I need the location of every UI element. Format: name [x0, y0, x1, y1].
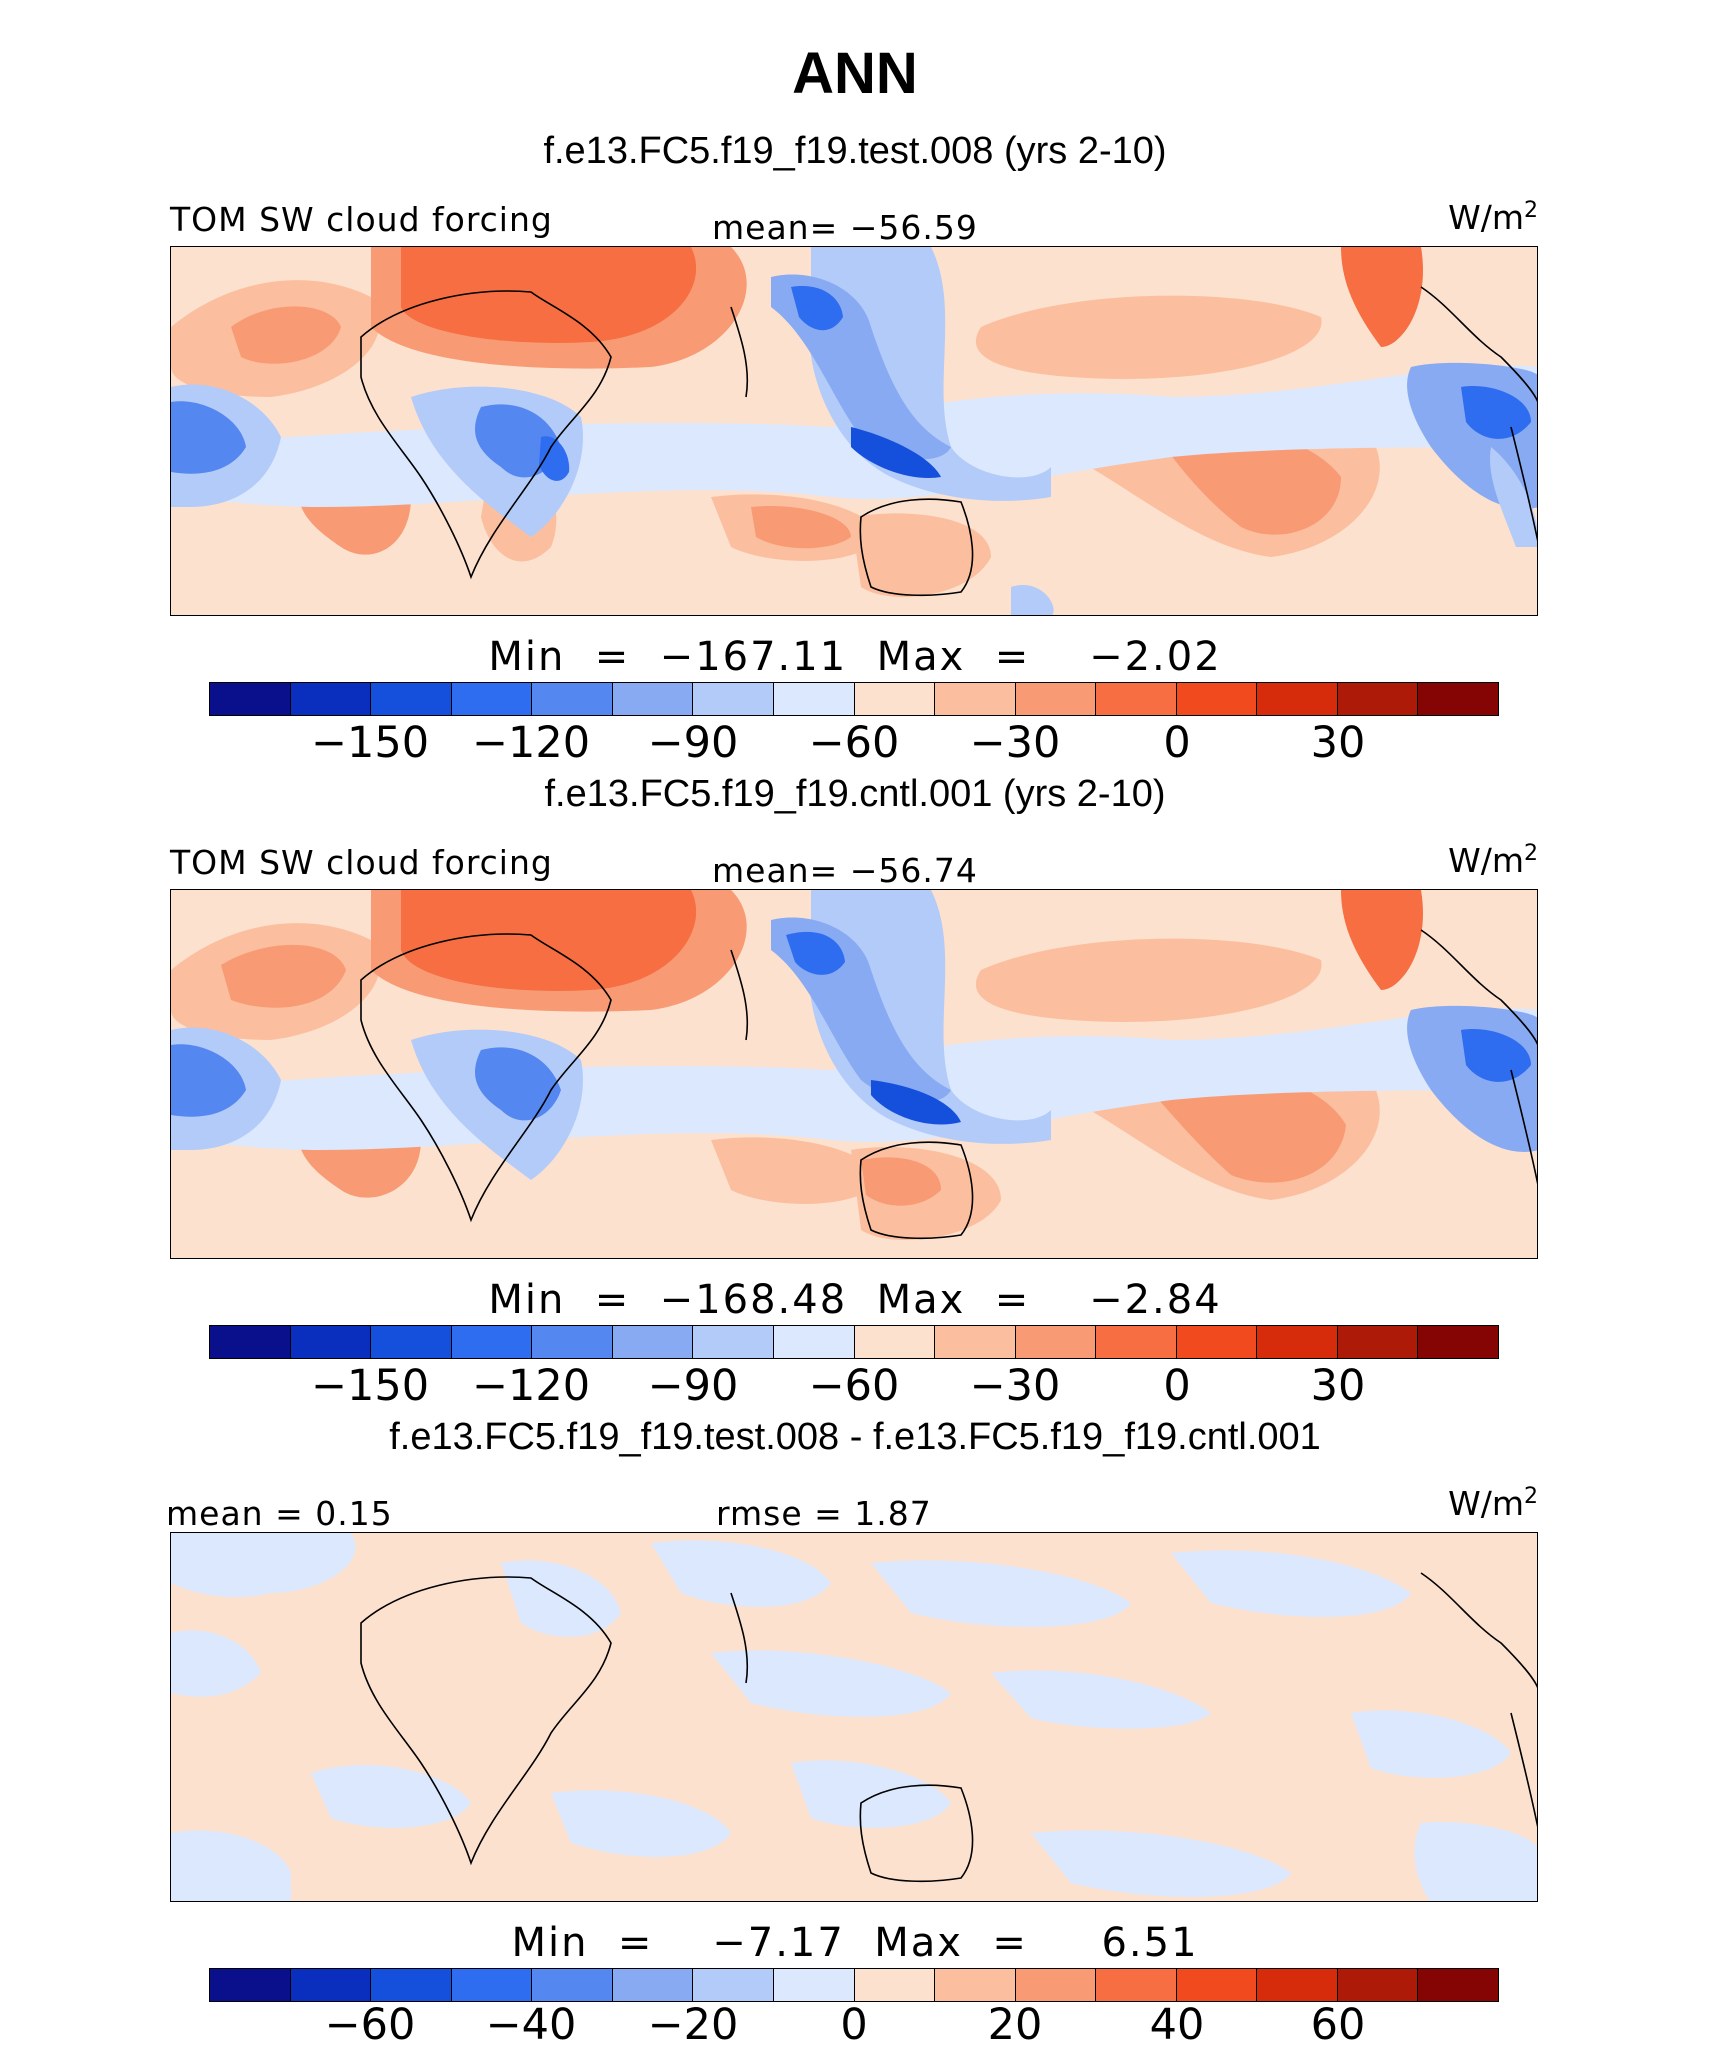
colorbar-box — [532, 1326, 613, 1358]
colorbar-box — [1096, 683, 1177, 715]
colorbar-box — [1257, 1326, 1338, 1358]
colorbar-box — [1015, 1969, 1097, 2001]
panel-1-colorbar-tick: −90 — [647, 718, 739, 768]
panel-2-minmax-label: Min = −168.48 Max = −2.84 — [488, 1277, 1222, 1323]
colorbar-box — [1337, 1326, 1419, 1358]
panel-3-units-label: W/m2 — [1448, 1484, 1538, 1523]
colorbar-box — [371, 1326, 452, 1358]
panel-3-colorbar-tick: −40 — [485, 2000, 577, 2050]
panel-3-colorbar-tick: 60 — [1310, 2000, 1366, 2050]
panel-2-colorbar-tick: −60 — [808, 1361, 900, 1411]
colorbar-box — [854, 1326, 936, 1358]
colorbar-box — [773, 1326, 855, 1358]
panel-2-map — [170, 889, 1538, 1259]
panel-3-colorbar-tick: 40 — [1149, 2000, 1205, 2050]
colorbar-box — [854, 1969, 936, 2001]
colorbar-box — [371, 1969, 452, 2001]
colorbar-box — [1257, 1969, 1338, 2001]
colorbar-box — [451, 1326, 533, 1358]
panel-3-rmse-label: rmse = 1.87 — [716, 1494, 932, 1533]
panel-3-colorbar-tick: 20 — [987, 2000, 1043, 2050]
colorbar-box — [210, 683, 291, 715]
panel-2-colorbar-tick: 30 — [1310, 1361, 1366, 1411]
colorbar-box — [532, 1969, 613, 2001]
colorbar-box — [210, 1326, 291, 1358]
colorbar-box — [1096, 1326, 1177, 1358]
figure-title: ANN — [792, 41, 918, 106]
colorbar-box — [210, 1969, 291, 2001]
panel-1-colorbar-tick: −120 — [471, 718, 591, 768]
colorbar-box — [1015, 1326, 1097, 1358]
colorbar-box — [935, 1969, 1016, 2001]
colorbar-box — [1337, 683, 1419, 715]
colorbar-box — [935, 683, 1016, 715]
colorbar-box — [1176, 1326, 1258, 1358]
panel-3-minmax-label: Min = −7.17 Max = 6.51 — [511, 1920, 1199, 1966]
panel-1-variable-label: TOM SW cloud forcing — [170, 200, 553, 239]
panel-2-colorbar-tick: −150 — [310, 1361, 430, 1411]
colorbar-box — [1418, 683, 1498, 715]
panel-1-colorbar-tick: −30 — [969, 718, 1061, 768]
colorbar-box — [1418, 1326, 1498, 1358]
panel-1-case-title: f.e13.FC5.f19_f19.test.008 (yrs 2-10) — [543, 130, 1167, 172]
panel-2-colorbar — [209, 1325, 1499, 1359]
colorbar-box — [693, 1969, 774, 2001]
panel-1-mean-label: mean= −56.59 — [712, 208, 978, 247]
panel-2-colorbar-tick: −120 — [471, 1361, 591, 1411]
panel-1-colorbar — [209, 682, 1499, 716]
panel-2-variable-label: TOM SW cloud forcing — [170, 843, 553, 882]
colorbar-box — [451, 1969, 533, 2001]
panel-1-colorbar-tick: −60 — [808, 718, 900, 768]
colorbar-box — [1257, 683, 1338, 715]
panel-2-map-field — [171, 890, 1537, 1258]
panel-1-map — [170, 246, 1538, 616]
colorbar-box — [290, 1326, 372, 1358]
colorbar-box — [1337, 1969, 1419, 2001]
colorbar-box — [693, 683, 774, 715]
colorbar-box — [612, 1969, 694, 2001]
colorbar-box — [773, 1969, 855, 2001]
panel-2-colorbar-tick: −90 — [647, 1361, 739, 1411]
colorbar-box — [1176, 1969, 1258, 2001]
panel-2-mean-label: mean= −56.74 — [712, 851, 978, 890]
panel-1-units-label: W/m2 — [1448, 198, 1538, 237]
colorbar-box — [451, 683, 533, 715]
colorbar-box — [612, 1326, 694, 1358]
colorbar-box — [612, 683, 694, 715]
colorbar-box — [773, 683, 855, 715]
colorbar-box — [693, 1326, 774, 1358]
panel-3-colorbar — [209, 1968, 1499, 2002]
panel-2-colorbar-tick: 0 — [1163, 1361, 1191, 1411]
panel-2-units-label: W/m2 — [1448, 841, 1538, 880]
colorbar-box — [1015, 683, 1097, 715]
colorbar-box — [1096, 1969, 1177, 2001]
colorbar-box — [532, 683, 613, 715]
colorbar-box — [290, 683, 372, 715]
panel-1-colorbar-tick: 30 — [1310, 718, 1366, 768]
panel-3-case-title: f.e13.FC5.f19_f19.test.008 - f.e13.FC5.f… — [389, 1416, 1321, 1458]
panel-1-colorbar-tick: 0 — [1163, 718, 1191, 768]
panel-3-map-field — [171, 1533, 1537, 1901]
panel-1-minmax-label: Min = −167.11 Max = −2.02 — [488, 634, 1222, 680]
panel-2-colorbar-tick: −30 — [969, 1361, 1061, 1411]
panel-3-mean-label: mean = 0.15 — [166, 1494, 393, 1533]
colorbar-box — [290, 1969, 372, 2001]
panel-1-colorbar-tick: −150 — [310, 718, 430, 768]
colorbar-box — [1176, 683, 1258, 715]
panel-3-colorbar-tick: 0 — [840, 2000, 868, 2050]
panel-1-map-field — [171, 247, 1537, 615]
panel-3-map — [170, 1532, 1538, 1902]
panel-3-colorbar-tick: −20 — [647, 2000, 739, 2050]
panel-3-colorbar-tick: −60 — [324, 2000, 416, 2050]
colorbar-box — [854, 683, 936, 715]
colorbar-box — [935, 1326, 1016, 1358]
colorbar-box — [1418, 1969, 1498, 2001]
panel-2-case-title: f.e13.FC5.f19_f19.cntl.001 (yrs 2-10) — [544, 773, 1166, 815]
colorbar-box — [371, 683, 452, 715]
